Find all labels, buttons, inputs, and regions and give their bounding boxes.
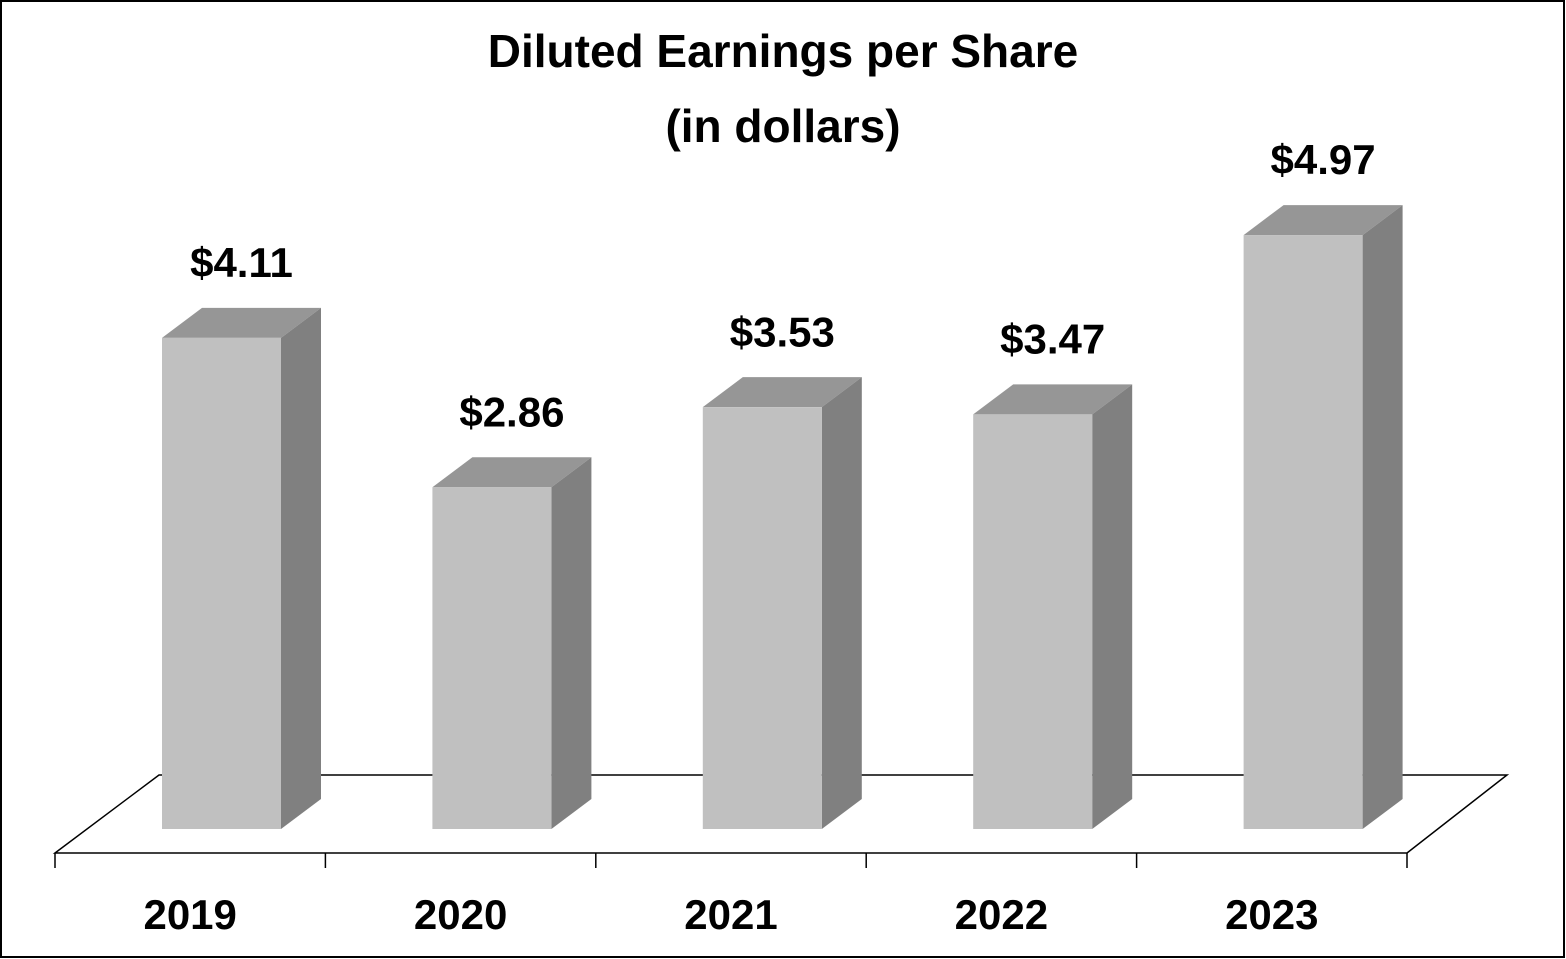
- bar: [702, 407, 822, 829]
- x-tick-label: 2019: [143, 891, 236, 938]
- bar-top: [432, 457, 592, 488]
- chart-title: Diluted Earnings per Share: [488, 25, 1078, 77]
- bar-top: [162, 307, 321, 338]
- x-tick-label: 2022: [955, 891, 1048, 938]
- chart-subtitle: (in dollars): [665, 100, 900, 152]
- bar: [432, 487, 552, 829]
- bar-side: [821, 377, 862, 829]
- bar-top: [702, 377, 862, 408]
- bar: [973, 414, 1093, 829]
- x-tick-label: 2023: [1225, 891, 1318, 938]
- bar-top: [973, 384, 1133, 415]
- value-label: $3.53: [730, 308, 835, 355]
- bar-top: [1243, 205, 1403, 236]
- value-label: $2.86: [459, 388, 564, 435]
- bar-side: [551, 457, 592, 829]
- bar-side: [1362, 205, 1403, 829]
- bar-side: [281, 307, 321, 830]
- bar: [162, 337, 281, 829]
- x-tick-label: 2020: [414, 891, 507, 938]
- value-label: $4.11: [190, 239, 293, 286]
- bar-side: [1092, 384, 1133, 829]
- x-tick-label: 2021: [684, 891, 777, 938]
- value-label: $4.97: [1271, 136, 1376, 183]
- value-label: $3.47: [1000, 315, 1105, 362]
- bar: [1243, 235, 1363, 829]
